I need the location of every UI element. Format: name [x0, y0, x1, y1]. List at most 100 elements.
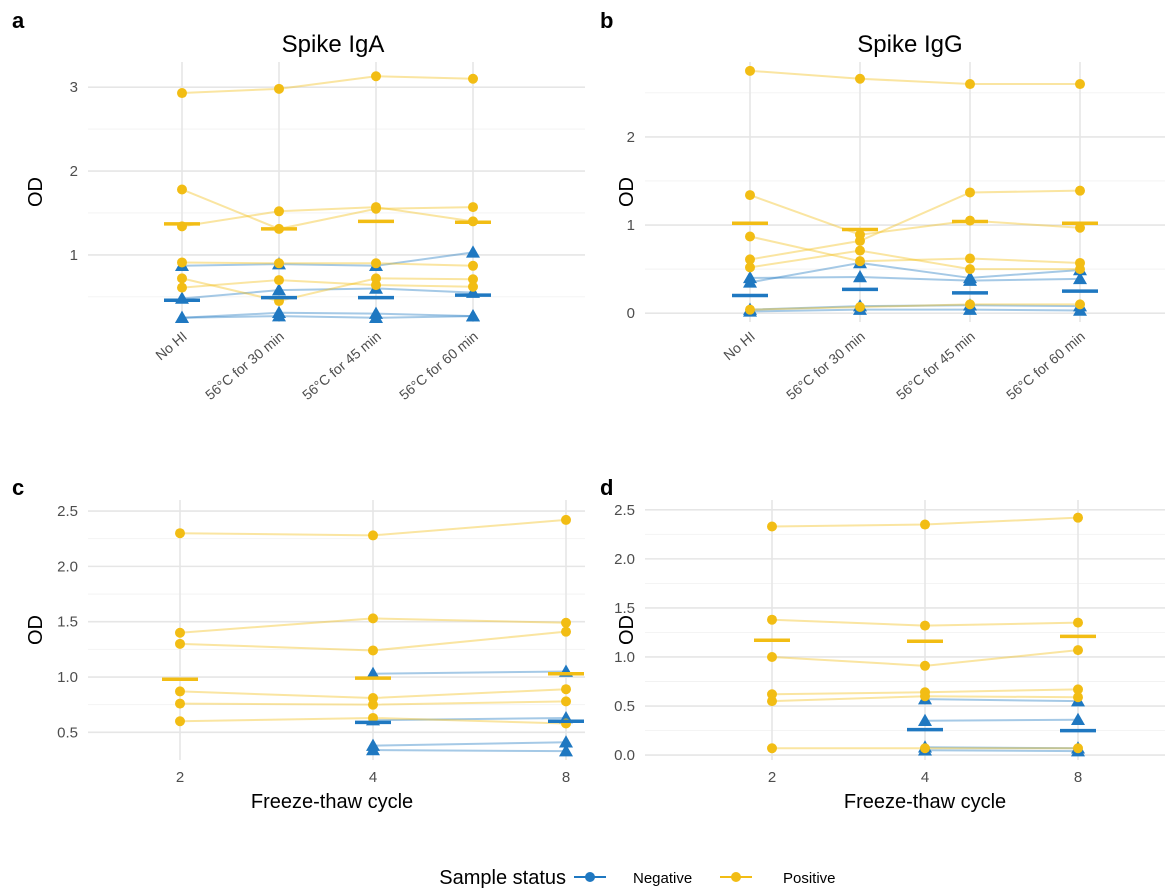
data-point-positive — [1073, 617, 1083, 628]
data-point-positive — [1075, 185, 1085, 196]
data-point-positive — [274, 83, 284, 94]
data-point-positive — [965, 299, 975, 310]
legend: Sample status Negative Positive — [439, 867, 835, 889]
data-point-positive — [468, 202, 478, 213]
series-line-negative — [372, 670, 567, 675]
series-line-positive — [749, 249, 1080, 271]
data-point-positive — [177, 88, 187, 99]
data-point-positive — [368, 613, 378, 624]
y-axis-label: OD — [616, 177, 638, 207]
series-line-positive — [749, 69, 1080, 86]
x-axis-label: Freeze-thaw cycle — [844, 791, 1006, 813]
data-point-positive — [920, 660, 930, 671]
data-point-positive — [175, 686, 185, 697]
data-point-positive — [965, 264, 975, 275]
data-point-positive — [767, 689, 777, 700]
data-point-positive — [368, 530, 378, 541]
data-point-positive — [920, 620, 930, 631]
x-tick-label: 56°C for 60 min — [396, 328, 481, 403]
data-point-positive — [561, 626, 571, 637]
data-point-positive — [175, 716, 185, 727]
series-line-negative — [181, 251, 474, 267]
series-line-positive — [181, 75, 474, 95]
legend-label-positive: Positive — [783, 870, 836, 887]
data-point-negative — [559, 735, 573, 748]
y-tick-label: 2.5 — [614, 502, 635, 519]
data-point-positive — [368, 712, 378, 723]
legend-item-negative: Negative — [574, 870, 692, 887]
x-axis-label: Freeze-thaw cycle — [251, 791, 413, 813]
series-line-positive — [181, 261, 474, 267]
series-line-positive — [749, 189, 1081, 261]
y-tick-label: 1 — [627, 217, 635, 234]
y-axis-label: OD — [616, 615, 638, 645]
data-point-negative — [366, 666, 380, 679]
data-point-positive — [1075, 222, 1085, 233]
legend-key-positive-point — [731, 872, 741, 882]
data-point-positive — [371, 203, 381, 214]
data-point-positive — [745, 231, 755, 242]
series-line-negative — [372, 749, 567, 753]
data-point-negative — [366, 738, 380, 751]
y-tick-label: 1.0 — [614, 649, 635, 666]
data-point-positive — [745, 190, 755, 201]
panel-b: 0 1 2 No HI 56°C for 30 min 56°C for 45 min 56… — [600, 8, 1165, 403]
y-tick-label: 2.0 — [614, 551, 635, 568]
data-point-negative — [466, 245, 480, 258]
data-point-positive — [175, 638, 185, 649]
y-tick-label: 0.5 — [57, 724, 78, 741]
y-tick-label: 0.5 — [614, 698, 635, 715]
x-tick-label: 56°C for 30 min — [202, 328, 287, 403]
panel-letter: c — [12, 475, 24, 500]
data-point-positive — [177, 257, 187, 268]
data-point-positive — [274, 275, 284, 286]
series-line-negative — [924, 718, 1079, 722]
series-line-negative — [749, 304, 1081, 311]
data-point-positive — [767, 614, 777, 625]
series-line-positive — [181, 279, 474, 289]
panel-d: 0.0 0.5 1.0 1.5 2.0 2.5 2 4 8 d OD Freeze-thaw cycl… — [600, 475, 1165, 813]
y-tick-label: 1.0 — [57, 669, 78, 686]
data-point-positive — [175, 627, 185, 638]
x-tick-label: 4 — [369, 769, 377, 786]
data-point-positive — [175, 698, 185, 709]
legend-label-negative: Negative — [633, 870, 692, 887]
data-point-negative — [272, 305, 286, 319]
data-point-negative — [1073, 271, 1087, 285]
x-tick-label: 56°C for 60 min — [1003, 328, 1088, 403]
data-point-positive — [177, 273, 187, 284]
data-point-positive — [965, 79, 975, 90]
series-line-negative — [372, 741, 567, 747]
series-line-negative — [181, 311, 474, 319]
y-tick-label: 1.5 — [57, 614, 78, 631]
series-line-positive — [181, 188, 474, 230]
series-line-positive — [181, 206, 474, 228]
data-point-negative — [466, 309, 480, 322]
data-point-positive — [767, 743, 777, 754]
data-point-positive — [368, 645, 378, 656]
data-point-positive — [767, 521, 777, 532]
data-point-positive — [745, 262, 755, 273]
y-axis-label: OD — [25, 177, 47, 207]
series-line-negative — [372, 716, 567, 722]
y-tick-label: 2.0 — [57, 558, 78, 575]
data-point-positive — [274, 258, 284, 269]
data-point-positive — [1075, 79, 1085, 90]
data-point-positive — [855, 229, 865, 240]
data-point-positive — [745, 65, 755, 76]
data-point-positive — [965, 253, 975, 264]
data-point-positive — [561, 696, 571, 707]
data-point-positive — [855, 73, 865, 84]
data-point-positive — [1075, 299, 1085, 310]
y-tick-label: 0.0 — [614, 747, 635, 764]
y-tick-label: 1 — [70, 247, 78, 264]
data-point-negative — [272, 283, 286, 296]
legend-key-negative-point — [585, 872, 595, 882]
data-point-positive — [965, 187, 975, 198]
x-tick-label: 56°C for 30 min — [783, 328, 868, 403]
data-point-positive — [177, 184, 187, 195]
panel-a: 1 2 3 No HI 56°C for 30 min 56°C for 45 min 56… — [12, 8, 585, 403]
panel-letter: d — [600, 475, 613, 500]
series-line-positive — [749, 303, 1080, 311]
y-axis-label: OD — [25, 615, 47, 645]
